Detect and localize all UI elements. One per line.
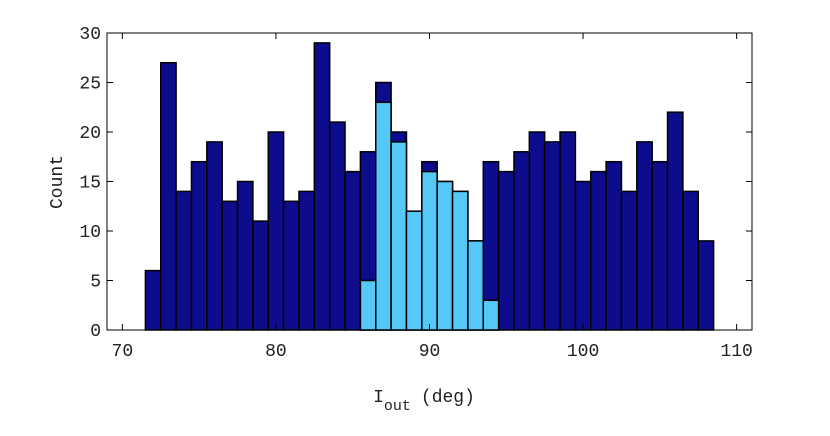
histogram-bar [513,151,531,331]
histogram-bar [190,160,208,331]
x-label-unit: (deg) [421,388,475,408]
histogram-bar [206,141,223,331]
histogram-bar [267,131,285,331]
histogram-bar [405,210,423,331]
x-axis-label: Iout (deg) [373,388,475,415]
histogram-bar [252,220,269,331]
y-tick-label: 25 [79,75,101,95]
x-tick-label: 110 [720,342,752,362]
histogram-bar [344,170,362,331]
histogram-bar [313,42,331,331]
histogram-bar [636,141,653,331]
histogram-bar [543,141,561,331]
histogram-bar [390,141,408,331]
histogram-bar [436,180,454,331]
histogram-bar [160,61,177,331]
histogram-bar [697,240,715,331]
histogram-bar [467,240,484,331]
histogram-bar [620,190,638,331]
histogram-bar [590,170,607,331]
x-tick-label: 70 [112,342,134,362]
histogram-bar [236,180,254,331]
histogram-bar [651,160,669,331]
histogram-bar [497,170,515,331]
histogram-bar [359,279,377,331]
histogram-bar [682,190,700,331]
y-tick-label: 30 [79,25,101,45]
histogram-bar [451,190,469,331]
y-tick-label: 5 [90,273,101,293]
histogram-bar [421,170,438,331]
x-label-main: I [373,388,384,408]
histogram-bar [282,200,300,331]
x-tick-label: 90 [419,342,441,362]
histogram-bar [528,131,546,331]
histogram-bar [175,190,193,331]
y-tick-label: 20 [79,124,101,144]
histogram-bar [559,131,577,331]
histogram-bar [574,180,592,331]
histogram-bar [298,190,316,331]
y-tick-label: 10 [79,223,101,243]
x-label-sub: out [384,398,411,415]
histogram-bar [605,160,623,331]
x-tick-label: 80 [265,342,287,362]
y-tick-label: 0 [90,322,101,342]
histogram-bar [144,269,162,331]
y-axis-label: Count [48,155,68,209]
histogram-bar [666,111,684,331]
histogram-bar [328,121,346,331]
y-tick-label: 15 [79,174,101,194]
histogram-bar [482,299,500,331]
x-tick-label: 100 [567,342,599,362]
histogram-bar [221,200,239,331]
histogram-bar [375,101,392,331]
